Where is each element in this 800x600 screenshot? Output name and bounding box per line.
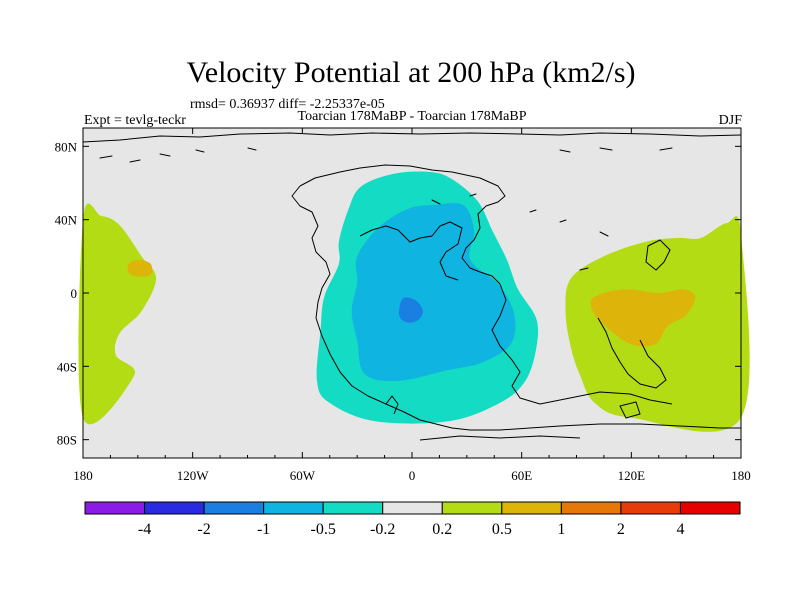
- island-fragment: [159, 153, 171, 157]
- x-tick-label: 120W: [177, 468, 210, 483]
- colorbar-swatch: [144, 501, 205, 515]
- colorbar-swatch: [560, 501, 622, 515]
- island-fragment: [195, 149, 205, 153]
- x-tick-label: 180: [73, 468, 93, 483]
- field-region: [78, 203, 157, 425]
- colorbar-swatch: [382, 501, 443, 515]
- coastline-south-pangea: [315, 317, 741, 431]
- coastline-island-east: [645, 239, 671, 271]
- island-fragment: [529, 209, 537, 213]
- x-tick-label: 120E: [618, 468, 646, 483]
- colorbar-label: 0.5: [492, 521, 512, 538]
- x-tick-label: 180: [731, 468, 751, 483]
- field-region: [590, 289, 696, 347]
- island-fragment: [559, 219, 567, 223]
- field-region: [399, 297, 424, 323]
- period-label: Toarcian 178MaBP - Toarcian 178MaBP: [298, 109, 527, 124]
- colorbar-swatch: [203, 501, 265, 515]
- chart-title: Velocity Potential at 200 hPa (km2/s): [186, 56, 635, 89]
- colorbar-label: 2: [617, 521, 625, 538]
- coastline-outlines: [82, 132, 742, 441]
- x-axis: 180 120W 60W 0 60E 120E 180: [73, 128, 751, 483]
- colorbar-swatch: [322, 501, 384, 515]
- colorbar-label: 1: [557, 521, 565, 538]
- colorbar-label: -0.5: [311, 521, 336, 538]
- y-tick-label: 0: [71, 286, 78, 301]
- island-fragment: [599, 231, 609, 237]
- y-tick-label: 80N: [55, 139, 78, 154]
- colorbar-label: 0.2: [432, 521, 452, 538]
- coastline-north-pangea: [299, 164, 506, 285]
- coastline-south-pole-edge: [419, 435, 581, 441]
- colorbar-label: -4: [138, 521, 151, 538]
- y-tick-label: 40S: [57, 359, 77, 374]
- island-fragment: [559, 149, 571, 153]
- colorbar-swatch: [501, 501, 562, 515]
- season-label: DJF: [719, 113, 743, 128]
- x-tick-label: 60E: [511, 468, 532, 483]
- x-tick-label: 60W: [290, 468, 316, 483]
- map-plot-area: [78, 127, 750, 459]
- y-tick-label: 80S: [57, 433, 77, 448]
- colorbar-swatch: [679, 501, 741, 515]
- colorbar-swatch: [84, 501, 146, 515]
- island-fragment: [579, 267, 589, 271]
- island-fragment: [431, 199, 441, 205]
- island-fragment: [247, 147, 257, 151]
- colorbar-swatch: [263, 501, 324, 515]
- x-tick-label: 0: [409, 468, 416, 483]
- field-region: [351, 202, 516, 382]
- y-axis: 80N 40N 0 40S 80S: [55, 139, 741, 448]
- stats-label: rmsd= 0.36937 diff= -2.25337e-05: [190, 97, 385, 112]
- coastline-east-gondwana: [597, 317, 667, 389]
- field-region: [127, 260, 153, 277]
- colorbar-label: -2: [197, 521, 210, 538]
- island-fragment: [659, 147, 673, 151]
- colorbar-label: -0.2: [370, 521, 395, 538]
- coastline-tethys: [359, 221, 463, 281]
- colorbar: -4 -2 -1 -0.5 -0.2 0.2 0.5 1 2 4: [84, 501, 741, 538]
- coastline-north-pangea-west: [291, 185, 331, 319]
- colorbar-label: 4: [676, 521, 684, 538]
- colorbar-label: -1: [257, 521, 270, 538]
- island-fragment: [129, 159, 141, 163]
- island-fragment: [599, 147, 613, 151]
- colorbar-swatch: [620, 501, 681, 515]
- experiment-label: Expt = tevlg-teckr: [84, 113, 186, 128]
- coastline-south-inlet: [385, 395, 399, 415]
- coastline-south-interior: [491, 283, 673, 405]
- y-tick-label: 40N: [55, 213, 78, 228]
- field-contours: [78, 171, 750, 432]
- island-fragments: [99, 147, 673, 271]
- colorbar-swatch: [441, 501, 503, 515]
- coastline-island-southeast: [619, 401, 641, 419]
- coastline-arctic: [82, 132, 742, 143]
- island-fragment: [99, 155, 113, 159]
- island-fragment: [469, 193, 477, 197]
